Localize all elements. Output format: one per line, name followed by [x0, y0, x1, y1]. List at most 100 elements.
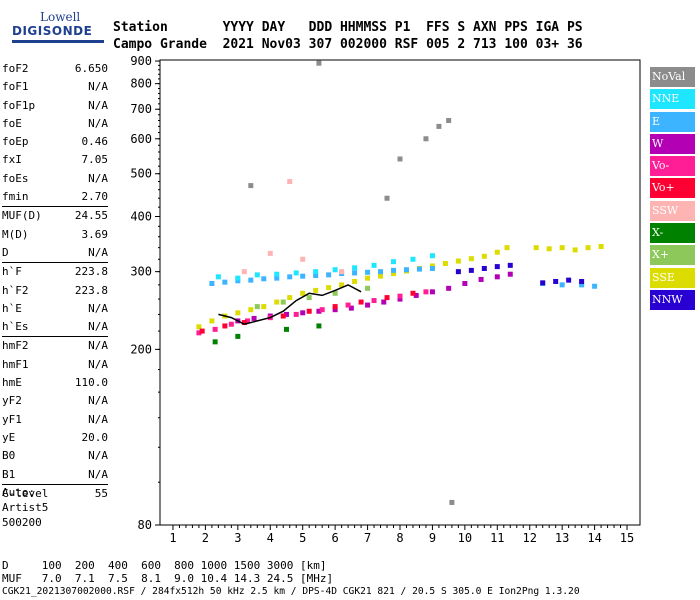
echo-point — [306, 295, 312, 301]
param-value: N/A — [88, 245, 108, 259]
param-label: fxI — [2, 153, 22, 167]
polarization-legend: NoVal NNE E W Vo- Vo+ SSW X- X+ SSE NNW — [650, 67, 695, 312]
echo-point — [378, 273, 384, 279]
echo-point — [196, 330, 202, 336]
echo-point — [283, 311, 289, 317]
param-row: C-level 55 — [2, 485, 108, 503]
y-tick-label: 300 — [130, 265, 152, 279]
echo-point — [241, 269, 247, 275]
legend-item-noval: NoVal — [650, 67, 695, 87]
echo-point — [446, 118, 452, 124]
echo-point — [261, 276, 267, 282]
logo-digisonde: DIGISONDE — [12, 24, 93, 38]
echo-point — [371, 262, 377, 268]
echo-point — [254, 304, 260, 310]
echo-point — [287, 179, 293, 185]
echo-point — [410, 256, 416, 262]
param-label: foF1 — [2, 80, 29, 94]
echo-point — [416, 266, 422, 272]
echo-point — [212, 326, 218, 332]
param-label: hmF1 — [2, 357, 29, 371]
echo-point — [251, 315, 257, 321]
x-tick-label: 9 — [429, 531, 436, 545]
param-value: N/A — [88, 80, 108, 94]
echo-point — [533, 245, 539, 251]
param-row: foE N/A — [2, 115, 108, 133]
echo-point — [559, 282, 565, 288]
legend-item-e: E — [650, 111, 695, 132]
echo-point — [481, 265, 487, 271]
param-row: hmE 110.0 — [2, 374, 108, 392]
param-row: h`Es N/A — [2, 318, 108, 336]
x-tick-label: 14 — [587, 531, 601, 545]
echo-point — [352, 270, 358, 276]
echo-point — [287, 274, 293, 280]
param-label: yF1 — [2, 412, 22, 426]
y-tick-label: 200 — [130, 342, 152, 356]
echo-point — [365, 302, 371, 308]
param-row: yE 20.0 — [2, 429, 108, 447]
auto-code: 500200 — [2, 516, 42, 529]
x-tick-label: 4 — [267, 531, 274, 545]
echo-point — [300, 310, 306, 316]
param-label: foEs — [2, 171, 29, 185]
param-value: 6.650 — [74, 62, 108, 75]
echo-point — [254, 272, 260, 278]
legend-item-w: W — [650, 133, 695, 154]
param-row: foF2 6.650 — [2, 60, 108, 78]
echo-point — [504, 245, 510, 251]
echo-point — [222, 323, 228, 329]
auto-artist: Artist5 — [2, 501, 49, 514]
echo-point — [429, 289, 435, 295]
legend-item-ssw: SSW — [650, 200, 695, 221]
param-label: h`F — [2, 265, 22, 279]
param-value: 0.46 — [81, 135, 109, 149]
param-label: foF1p — [2, 98, 36, 112]
header-line-2: Campo Grande 2021 Nov03 307 002000 RSF 0… — [113, 37, 583, 52]
echo-point — [468, 267, 474, 273]
echo-point — [248, 183, 254, 189]
x-tick-label: 7 — [364, 531, 371, 545]
x-tick-label: 11 — [490, 531, 504, 545]
echo-point — [345, 302, 351, 308]
legend-item-vo-: Vo- — [650, 156, 695, 177]
footer-muf-row: MUF 7.0 7.1 7.5 8.1 9.0 10.4 14.3 24.5 [… — [2, 572, 334, 585]
echo-point — [319, 307, 325, 313]
param-row: B1 N/A — [2, 466, 108, 484]
echo-point — [248, 307, 254, 313]
echo-point — [235, 333, 241, 339]
param-row: MUF(D) 24.55 — [2, 207, 108, 225]
echo-point — [507, 271, 513, 277]
param-label: C-level — [2, 486, 49, 500]
echo-point — [332, 267, 338, 273]
echo-point — [287, 295, 293, 301]
y-tick-label: 900 — [130, 54, 152, 68]
echo-point — [300, 273, 306, 279]
echo-point — [429, 265, 435, 271]
echo-point — [274, 271, 280, 277]
param-value: 223.8 — [74, 283, 108, 297]
echo-point — [423, 136, 429, 142]
echo-point — [293, 311, 299, 317]
param-label: MUF(D) — [2, 209, 42, 223]
param-value: N/A — [88, 412, 108, 426]
param-value: N/A — [88, 467, 108, 481]
echo-point — [280, 313, 286, 319]
auto-label: Auto: — [2, 486, 36, 499]
echo-point — [423, 289, 429, 295]
echo-point — [455, 258, 461, 264]
param-row: foF1p N/A — [2, 97, 108, 115]
echo-point — [261, 304, 267, 310]
param-value: N/A — [88, 394, 108, 408]
parameter-panel: foF2 6.650 foF1 N/A foF1p N/A foE N/A foEp 0.46 fx… — [2, 60, 108, 503]
param-label: B1 — [2, 467, 16, 481]
echo-point — [494, 264, 500, 270]
echo-point — [326, 285, 332, 291]
param-row: h`F2 223.8 — [2, 282, 108, 300]
echo-point — [267, 250, 273, 256]
param-value: 20.0 — [81, 430, 109, 444]
echo-point — [384, 295, 390, 301]
footer-distance-row: D 100 200 400 600 800 1000 1500 3000 [km… — [2, 559, 327, 572]
echo-point — [209, 318, 215, 324]
echo-point — [391, 271, 397, 277]
